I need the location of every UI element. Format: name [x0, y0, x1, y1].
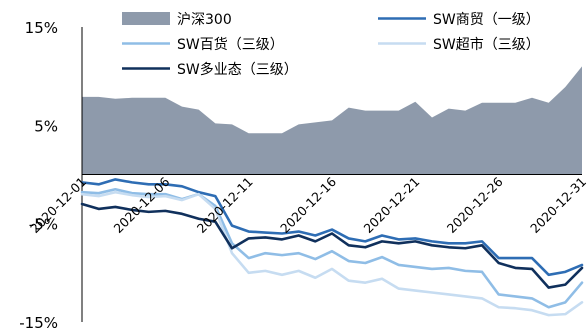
y-tick-label: 15% — [25, 19, 58, 37]
legend-label-sw超市-三级: SW超市（三级） — [433, 36, 540, 53]
x-tick-label: 2020-12-31 — [527, 174, 587, 236]
legend-swatch-沪深300 — [122, 12, 170, 25]
legend-label-沪深300: 沪深300 — [177, 12, 232, 28]
series-line-sw百货-三级 — [80, 187, 584, 309]
area-layer — [82, 66, 582, 175]
series-line-sw商贸-一级 — [80, 178, 584, 277]
y-tick-labels: 15% 5% -5% -15% — [19, 19, 58, 331]
y-tick-label: -15% — [19, 314, 58, 331]
x-tick-label: 2020-12-16 — [277, 174, 339, 236]
legend-label-sw多业态-三级: SW多业态（三级） — [177, 61, 298, 78]
series-line-sw多业态-三级 — [80, 202, 584, 289]
legend-label-sw百货-三级: SW百货（三级） — [177, 36, 284, 53]
x-tick-labels: 2020-12-01 2020-12-06 2020-12-11 2020-12-16… — [27, 174, 587, 236]
line-layer — [80, 178, 584, 317]
series-area-沪深300 — [82, 66, 582, 175]
y-tick-label: -5% — [29, 216, 58, 234]
x-tick-label: 2020-12-01 — [27, 174, 89, 236]
x-tick-label: 2020-12-26 — [444, 174, 506, 236]
legend: 沪深300 SW商贸（一级） SW百货（三级） SW超市（三级） SW多业态（三级） — [122, 12, 540, 78]
y-tick-label: 5% — [34, 117, 58, 135]
series-line-sw超市-三级 — [80, 190, 584, 317]
legend-label-sw商贸-一级: SW商贸（一级） — [433, 12, 540, 28]
x-tick-label: 2020-12-21 — [360, 174, 422, 236]
